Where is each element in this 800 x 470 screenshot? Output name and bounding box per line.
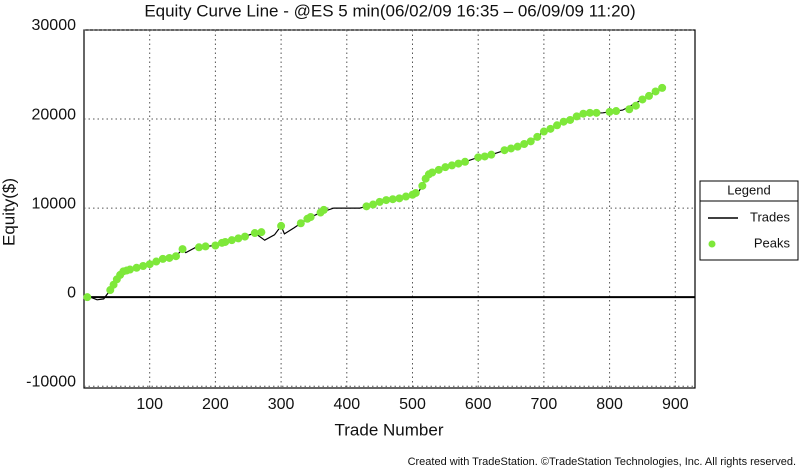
y-tick-label: 30000 (32, 17, 77, 34)
x-axis-label: Trade Number (335, 420, 444, 439)
footer: Created with TradeStation. ©TradeStation… (408, 456, 796, 468)
peak-dot (572, 112, 581, 121)
peak-dot (434, 165, 443, 174)
peak-dot (221, 237, 230, 246)
peak-dot (369, 200, 378, 209)
peak-dot (513, 142, 522, 151)
peak-dot (145, 260, 154, 269)
peak-dot (171, 252, 180, 261)
chart-title: Equity Curve Line - @ES 5 min(06/02/09 1… (144, 1, 635, 20)
peak-dot (539, 127, 548, 136)
peak-dot (592, 108, 601, 117)
peak-dot (526, 137, 535, 146)
peak-dot (257, 228, 266, 237)
x-tick-label: 400 (333, 396, 360, 413)
peak-dot (645, 91, 654, 100)
peak-dot (388, 195, 397, 204)
peak-dot (401, 192, 410, 201)
peak-dot (165, 253, 174, 262)
peak-dot (125, 265, 134, 274)
peak-dot (638, 95, 647, 104)
peak-dot (296, 219, 305, 228)
peak-dot (507, 144, 516, 153)
y-axis-label: Equity($) (0, 178, 18, 246)
peak-dot (83, 293, 92, 302)
x-tick-label: 500 (399, 396, 426, 413)
peak-dot (441, 163, 450, 172)
x-tick-label: 100 (136, 396, 163, 413)
peak-dot (520, 139, 529, 148)
peak-dot (132, 263, 141, 272)
peak-dot (362, 202, 371, 211)
peak-dot (480, 152, 489, 161)
peak-dot (250, 229, 259, 238)
peak-dot (240, 232, 249, 241)
legend-title: Legend (727, 182, 770, 197)
peak-dot (651, 87, 660, 96)
peak-dot (139, 261, 148, 270)
peak-dot (306, 213, 315, 222)
peak-dot (487, 150, 496, 159)
peak-dot (631, 101, 640, 110)
y-tick-label: 20000 (32, 106, 77, 123)
y-tick-label: 0 (67, 284, 76, 301)
peak-dot (201, 242, 210, 251)
peak-dot (612, 107, 621, 116)
peak-dot (461, 157, 470, 166)
x-tick-label: 600 (465, 396, 492, 413)
peak-dot (227, 236, 236, 245)
plot-area (83, 29, 696, 389)
peak-dot (375, 197, 384, 206)
x-tick-label: 300 (268, 396, 295, 413)
peak-dot (500, 146, 509, 155)
peak-dot (447, 161, 456, 170)
legend-swatch (708, 240, 716, 248)
x-tick-label: 800 (596, 396, 623, 413)
peak-dot (585, 108, 594, 117)
peak-dot (211, 241, 220, 250)
peak-dot (533, 132, 542, 141)
peak-dot (234, 234, 243, 243)
legend-label: Trades (750, 209, 790, 224)
peak-dot (546, 124, 555, 133)
x-tick-label: 200 (202, 396, 229, 413)
x-tick-label: 700 (531, 396, 558, 413)
peak-dot (625, 105, 634, 114)
peak-dot (194, 243, 203, 252)
peak-dot (559, 117, 568, 126)
peak-dot (566, 115, 575, 124)
peak-dot (579, 109, 588, 118)
peak-dot (428, 168, 437, 177)
peak-dot (418, 181, 427, 190)
peak-dot (474, 153, 483, 162)
peak-dot (152, 257, 161, 266)
peak-dot (178, 245, 187, 254)
peak-dot (605, 107, 614, 116)
x-tick-label: 900 (662, 396, 689, 413)
peak-dot (658, 83, 667, 92)
peak-dot (277, 221, 286, 230)
peak-dot (395, 194, 404, 203)
peak-dot (382, 196, 391, 205)
peak-dot (454, 159, 463, 168)
peak-dot (411, 188, 420, 197)
peak-dot (158, 254, 167, 263)
y-tick-label: -10000 (26, 373, 76, 390)
peak-dot (553, 121, 562, 130)
y-tick-label: 10000 (32, 195, 77, 212)
peak-dot (319, 205, 328, 214)
legend-label: Peaks (754, 235, 791, 250)
legend-box (699, 180, 799, 261)
